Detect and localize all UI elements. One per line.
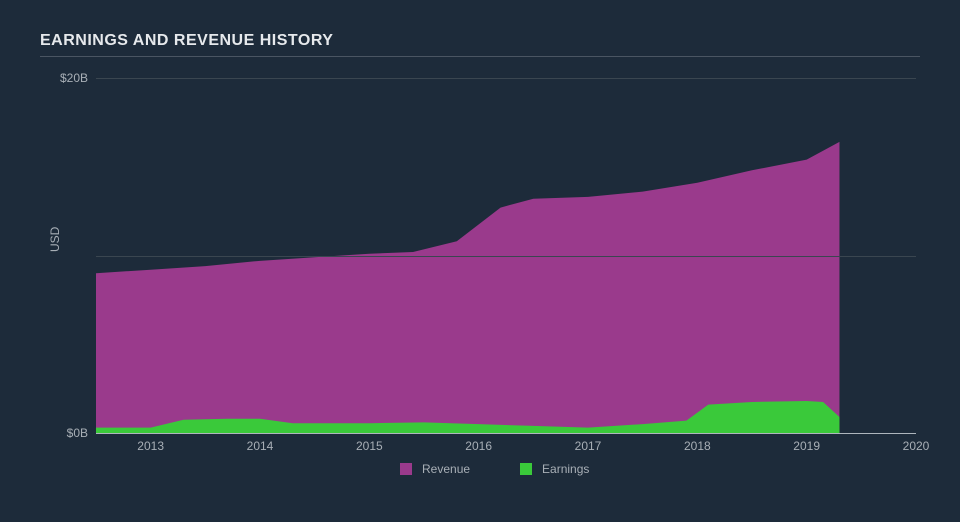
- y-tick-label: $20B: [60, 71, 88, 85]
- legend: Revenue Earnings: [400, 462, 589, 476]
- legend-label: Earnings: [542, 462, 589, 476]
- x-tick-label: 2018: [684, 439, 711, 453]
- x-tick-label: 2014: [247, 439, 274, 453]
- title-underline: [40, 56, 920, 57]
- chart-container: EARNINGS AND REVENUE HISTORY USD Revenue…: [0, 0, 960, 522]
- chart-title: EARNINGS AND REVENUE HISTORY: [40, 32, 333, 50]
- plot-area: [96, 78, 916, 433]
- x-tick-label: 2015: [356, 439, 383, 453]
- grid-line: [96, 256, 916, 257]
- area-revenue: [96, 142, 839, 433]
- x-tick-label: 2019: [793, 439, 820, 453]
- legend-swatch: [520, 463, 532, 475]
- grid-line: [96, 78, 916, 79]
- legend-swatch: [400, 463, 412, 475]
- legend-label: Revenue: [422, 462, 470, 476]
- y-axis-title: USD: [48, 227, 62, 252]
- x-tick-label: 2016: [465, 439, 492, 453]
- x-tick-label: 2013: [137, 439, 164, 453]
- grid-line: [96, 433, 916, 434]
- y-tick-label: $0B: [67, 426, 88, 440]
- x-tick-label: 2020: [903, 439, 930, 453]
- x-tick-label: 2017: [575, 439, 602, 453]
